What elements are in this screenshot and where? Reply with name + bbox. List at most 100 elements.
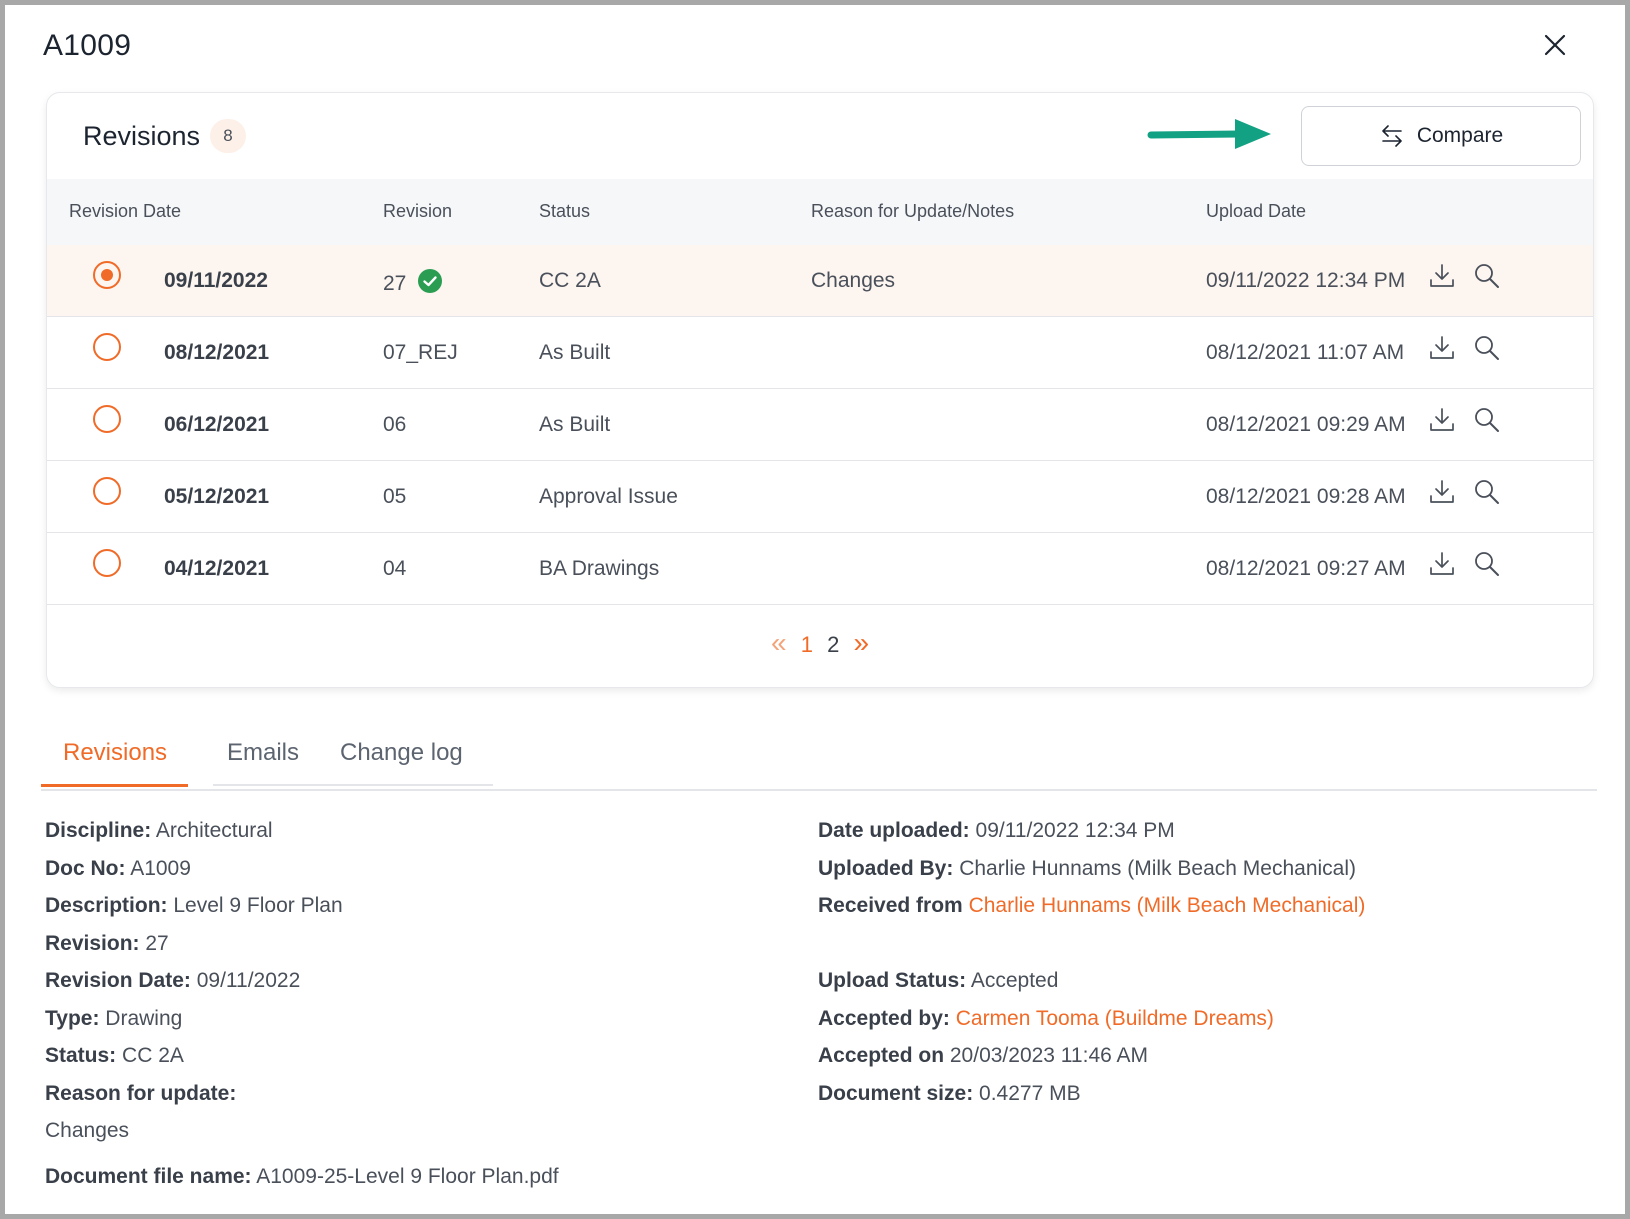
download-button[interactable]	[1427, 333, 1457, 363]
detail-value: A1009	[130, 856, 191, 880]
detail-uploaded-by: Uploaded By: Charlie Hunnams (Milk Beach…	[818, 857, 1365, 895]
download-button[interactable]	[1427, 477, 1457, 507]
row-revision-date: 08/12/2021	[164, 341, 270, 364]
download-button[interactable]	[1427, 261, 1457, 291]
detail-reason-label: Reason for update:	[45, 1082, 343, 1120]
row-upload-date: 09/11/2022 12:34 PM	[1206, 269, 1406, 292]
pagination-page-1[interactable]: 1	[800, 632, 813, 657]
view-button[interactable]	[1472, 477, 1502, 507]
detail-value: Accepted	[970, 969, 1059, 992]
detail-received-from: Received from Charlie Hunnams (Milk Beac…	[818, 894, 1365, 932]
tab-revisions[interactable]: Revisions	[63, 739, 168, 766]
search-icon	[1475, 552, 1499, 576]
row-revision-date: 05/12/2021	[164, 485, 270, 508]
detail-value: 09/11/2022 12:34 PM	[975, 819, 1175, 842]
row-select-radio[interactable]	[93, 405, 121, 433]
detail-doc-no: Doc No: A1009	[45, 857, 343, 895]
row-select-radio[interactable]	[93, 333, 121, 361]
view-button[interactable]	[1472, 261, 1502, 291]
detail-file-name: Document file name: A1009-25-Level 9 Flo…	[45, 1165, 559, 1189]
row-revision: 05	[383, 485, 407, 508]
view-button[interactable]	[1472, 405, 1502, 435]
row-revision-date: 09/11/2022	[164, 269, 268, 292]
download-icon	[1430, 264, 1454, 287]
detail-label: Accepted by:	[818, 1006, 950, 1030]
detail-reason-value: Changes	[45, 1119, 343, 1157]
pagination-page-2[interactable]: 2	[827, 632, 840, 657]
row-upload-date: 08/12/2021 11:07 AM	[1206, 341, 1405, 364]
detail-accepted-on: Accepted on 20/03/2023 11:46 AM	[818, 1044, 1365, 1082]
detail-label: Type:	[45, 1006, 100, 1030]
col-revision: Revision	[383, 201, 453, 221]
detail-document-size: Document size: 0.4277 MB	[818, 1082, 1365, 1120]
compare-button[interactable]: Compare	[1301, 106, 1581, 166]
tab-emails[interactable]: Emails	[227, 739, 300, 766]
detail-upload-status: Upload Status: Accepted	[818, 969, 1365, 1007]
detail-value: CC 2A	[122, 1044, 184, 1067]
row-status: Approval Issue	[539, 485, 678, 508]
col-upload-date: Upload Date	[1206, 201, 1307, 221]
pagination-prev[interactable]: «	[770, 627, 787, 658]
row-select-radio[interactable]	[93, 477, 121, 505]
table-row[interactable]: 05/12/2021 05 Approval Issue 08/12/2021 …	[47, 461, 1593, 533]
row-status: As Built	[539, 413, 611, 436]
detail-value: Level 9 Floor Plan	[173, 894, 343, 917]
row-revision-date: 06/12/2021	[164, 413, 270, 436]
detail-label: Reason for update:	[45, 1081, 237, 1105]
detail-label: Uploaded By:	[818, 856, 954, 880]
detail-label: Document file name:	[45, 1165, 252, 1188]
revisions-count-badge: 8	[210, 119, 246, 153]
row-select-radio[interactable]	[93, 549, 121, 577]
detail-value: 09/11/2022	[196, 969, 301, 992]
detail-date-uploaded: Date uploaded: 09/11/2022 12:34 PM	[818, 819, 1365, 857]
details-right: Date uploaded: 09/11/2022 12:34 PM Uploa…	[818, 819, 1365, 1119]
table-row[interactable]: 04/12/2021 04 BA Drawings 08/12/2021 09:…	[47, 533, 1593, 605]
close-icon	[1544, 34, 1566, 56]
compare-arrows-icon	[1382, 125, 1402, 147]
search-icon	[1475, 480, 1499, 504]
table-row[interactable]: 06/12/2021 06 As Built 08/12/2021 09:29 …	[47, 389, 1593, 461]
row-upload-date: 08/12/2021 09:28 AM	[1206, 485, 1406, 508]
accepted-by-link[interactable]: Carmen Tooma (Buildme Dreams)	[955, 1006, 1274, 1030]
pagination-next[interactable]: »	[853, 627, 870, 658]
row-status: CC 2A	[539, 269, 601, 292]
search-icon	[1475, 336, 1499, 360]
pagination: « 1 2 »	[47, 627, 1593, 659]
active-tab-indicator	[41, 784, 188, 787]
detail-value: Charlie Hunnams (Milk Beach Mechanical)	[959, 856, 1357, 880]
detail-revision: Revision: 27	[45, 932, 343, 970]
table-row[interactable]: 08/12/2021 07_REJ As Built 08/12/2021 11…	[47, 317, 1593, 389]
row-reason: Changes	[811, 269, 896, 292]
row-revision-value: 27	[383, 272, 407, 295]
search-icon	[1475, 264, 1499, 288]
detail-label: Upload Status:	[818, 969, 967, 992]
download-button[interactable]	[1427, 549, 1457, 579]
view-button[interactable]	[1472, 333, 1502, 363]
close-button[interactable]	[1537, 27, 1573, 63]
row-status: BA Drawings	[539, 557, 660, 580]
download-icon	[1430, 408, 1454, 431]
detail-value: 0.4277 MB	[979, 1081, 1081, 1105]
detail-tabs: Revisions Emails Change log	[41, 709, 1597, 791]
table-row[interactable]: 09/11/2022 27 CC 2A Changes 09/11/2022 1…	[47, 245, 1593, 317]
received-from-link[interactable]: Charlie Hunnams (Milk Beach Mechanical)	[968, 894, 1366, 917]
detail-value: Drawing	[105, 1006, 183, 1030]
revisions-title: Revisions	[83, 121, 201, 151]
row-select-radio[interactable]	[93, 261, 121, 289]
row-upload-date: 08/12/2021 09:27 AM	[1206, 557, 1406, 580]
annotation-arrow-icon	[1147, 119, 1271, 149]
row-revision: 06	[383, 413, 407, 436]
detail-accepted-by: Accepted by: Carmen Tooma (Buildme Dream…	[818, 1007, 1365, 1045]
compare-button-label: Compare	[1416, 124, 1504, 147]
row-revision: 04	[383, 557, 407, 580]
download-button[interactable]	[1427, 405, 1457, 435]
detail-label: Description:	[45, 894, 168, 917]
tab-change-log[interactable]: Change log	[340, 739, 463, 766]
view-button[interactable]	[1472, 549, 1502, 579]
detail-label: Revision Date:	[45, 969, 191, 992]
detail-label: Date uploaded:	[818, 819, 970, 842]
check-circle-icon	[418, 269, 443, 293]
search-icon	[1475, 408, 1499, 432]
download-icon	[1430, 336, 1454, 359]
detail-label: Revision:	[45, 931, 140, 955]
